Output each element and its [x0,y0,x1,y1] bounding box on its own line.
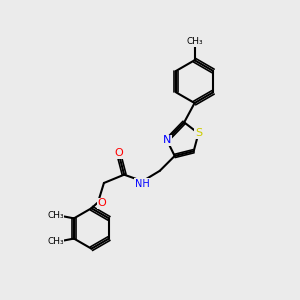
Text: N: N [163,135,172,145]
Text: O: O [97,198,106,208]
Text: O: O [115,148,124,158]
Text: CH₃: CH₃ [47,237,64,246]
Text: CH₃: CH₃ [47,211,64,220]
Text: S: S [195,128,202,138]
Text: CH₃: CH₃ [186,37,203,46]
Text: NH: NH [135,178,149,189]
